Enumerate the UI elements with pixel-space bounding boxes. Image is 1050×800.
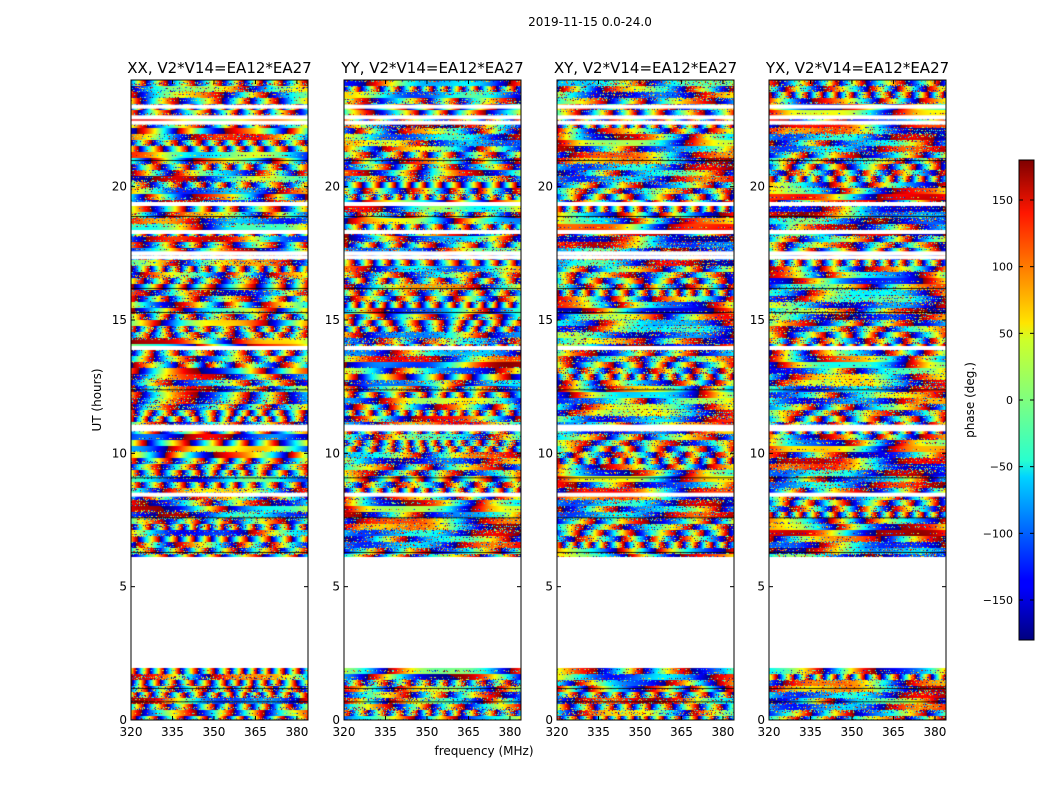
- panel-2: YY, V2*V14=EA12*EA27 320 335 350 365 380 0 5 10 1…: [325, 59, 524, 739]
- phase-heatmap: [344, 80, 521, 720]
- panel-frame: [768, 79, 947, 721]
- panel-3: XY, V2*V14=EA12*EA27 320 335 350 365 380 0 5 10 1…: [538, 59, 737, 739]
- figure-suptitle: 2019-11-15 0.0-24.0: [528, 15, 652, 29]
- colorbar-tick-label: 150: [992, 194, 1013, 207]
- x-tick-label: 350: [416, 725, 439, 739]
- x-tick-label: 350: [841, 725, 864, 739]
- colorbar-tick-label: −50: [990, 461, 1013, 474]
- phase-heatmap: [557, 80, 734, 720]
- y-tick-label: 20: [750, 180, 765, 194]
- x-tick-label: 320: [758, 725, 781, 739]
- x-tick-label: 365: [457, 725, 480, 739]
- y-tick-label: 20: [325, 180, 340, 194]
- y-tick-label: 15: [538, 313, 553, 327]
- y-tick-label: 15: [112, 313, 127, 327]
- x-tick-label: 380: [285, 725, 308, 739]
- y-tick-label: 0: [545, 713, 553, 727]
- panel-title: YY, V2*V14=EA12*EA27: [340, 59, 523, 77]
- x-tick-label: 380: [498, 725, 521, 739]
- x-tick-label: 320: [333, 725, 356, 739]
- x-tick-label: 335: [587, 725, 610, 739]
- y-axis-label: UT (hours): [90, 368, 104, 431]
- colorbar-ticks: 150 100 50 0 −50 −100 −150: [983, 194, 1034, 607]
- phase-heatmap: [769, 80, 946, 720]
- panel-4: YX, V2*V14=EA12*EA27 320 335 350 365 380 0 5 10 1…: [750, 59, 949, 739]
- x-tick-label: 350: [203, 725, 226, 739]
- y-tick-label: 10: [112, 446, 127, 460]
- x-tick-label: 350: [629, 725, 652, 739]
- x-tick-label: 320: [120, 725, 143, 739]
- y-tick-label: 0: [757, 713, 765, 727]
- panel-title: YX, V2*V14=EA12*EA27: [765, 59, 949, 77]
- y-tick-label: 0: [332, 713, 340, 727]
- y-tick-label: 5: [545, 580, 553, 594]
- x-tick-label: 380: [923, 725, 946, 739]
- y-tick-label: 5: [757, 580, 765, 594]
- y-tick-label: 15: [750, 313, 765, 327]
- y-tick-label: 5: [119, 580, 127, 594]
- y-tick-label: 15: [325, 313, 340, 327]
- x-tick-label: 320: [546, 725, 569, 739]
- x-tick-label: 365: [244, 725, 267, 739]
- x-tick-label: 335: [374, 725, 397, 739]
- panels: XX, V2*V14=EA12*EA27 320 335 350 365 380 0 5 10 1…: [112, 59, 949, 739]
- colorbar-tick-label: 100: [992, 261, 1013, 274]
- colorbar-label: phase (deg.): [963, 362, 977, 438]
- x-tick-label: 365: [882, 725, 905, 739]
- x-tick-label: 365: [670, 725, 693, 739]
- x-tick-label: 380: [711, 725, 734, 739]
- colorbar-tick-label: 50: [999, 327, 1013, 340]
- colorbar-tick-label: −100: [983, 527, 1013, 540]
- y-tick-label: 10: [750, 446, 765, 460]
- panel-frame: [343, 79, 522, 721]
- y-tick-label: 20: [538, 180, 553, 194]
- phase-heatmap: [131, 80, 308, 720]
- colorbar-tick-label: −150: [983, 594, 1013, 607]
- colorbar: 150 100 50 0 −50 −100 −150 phase (deg.): [963, 159, 1035, 641]
- panel-1: XX, V2*V14=EA12*EA27 320 335 350 365 380 0 5 10 1…: [112, 59, 312, 739]
- y-tick-label: 5: [332, 580, 340, 594]
- panel-title: XX, V2*V14=EA12*EA27: [127, 59, 311, 77]
- y-tick-label: 10: [538, 446, 553, 460]
- x-tick-label: 335: [799, 725, 822, 739]
- y-tick-label: 0: [119, 713, 127, 727]
- x-tick-label: 335: [161, 725, 184, 739]
- panel-frame: [556, 79, 735, 721]
- panel-title: XY, V2*V14=EA12*EA27: [554, 59, 737, 77]
- panel-frame: [130, 79, 309, 721]
- x-axis-label: frequency (MHz): [434, 744, 533, 758]
- colorbar-tick-label: 0: [1006, 394, 1013, 407]
- y-tick-label: 10: [325, 446, 340, 460]
- y-tick-label: 20: [112, 180, 127, 194]
